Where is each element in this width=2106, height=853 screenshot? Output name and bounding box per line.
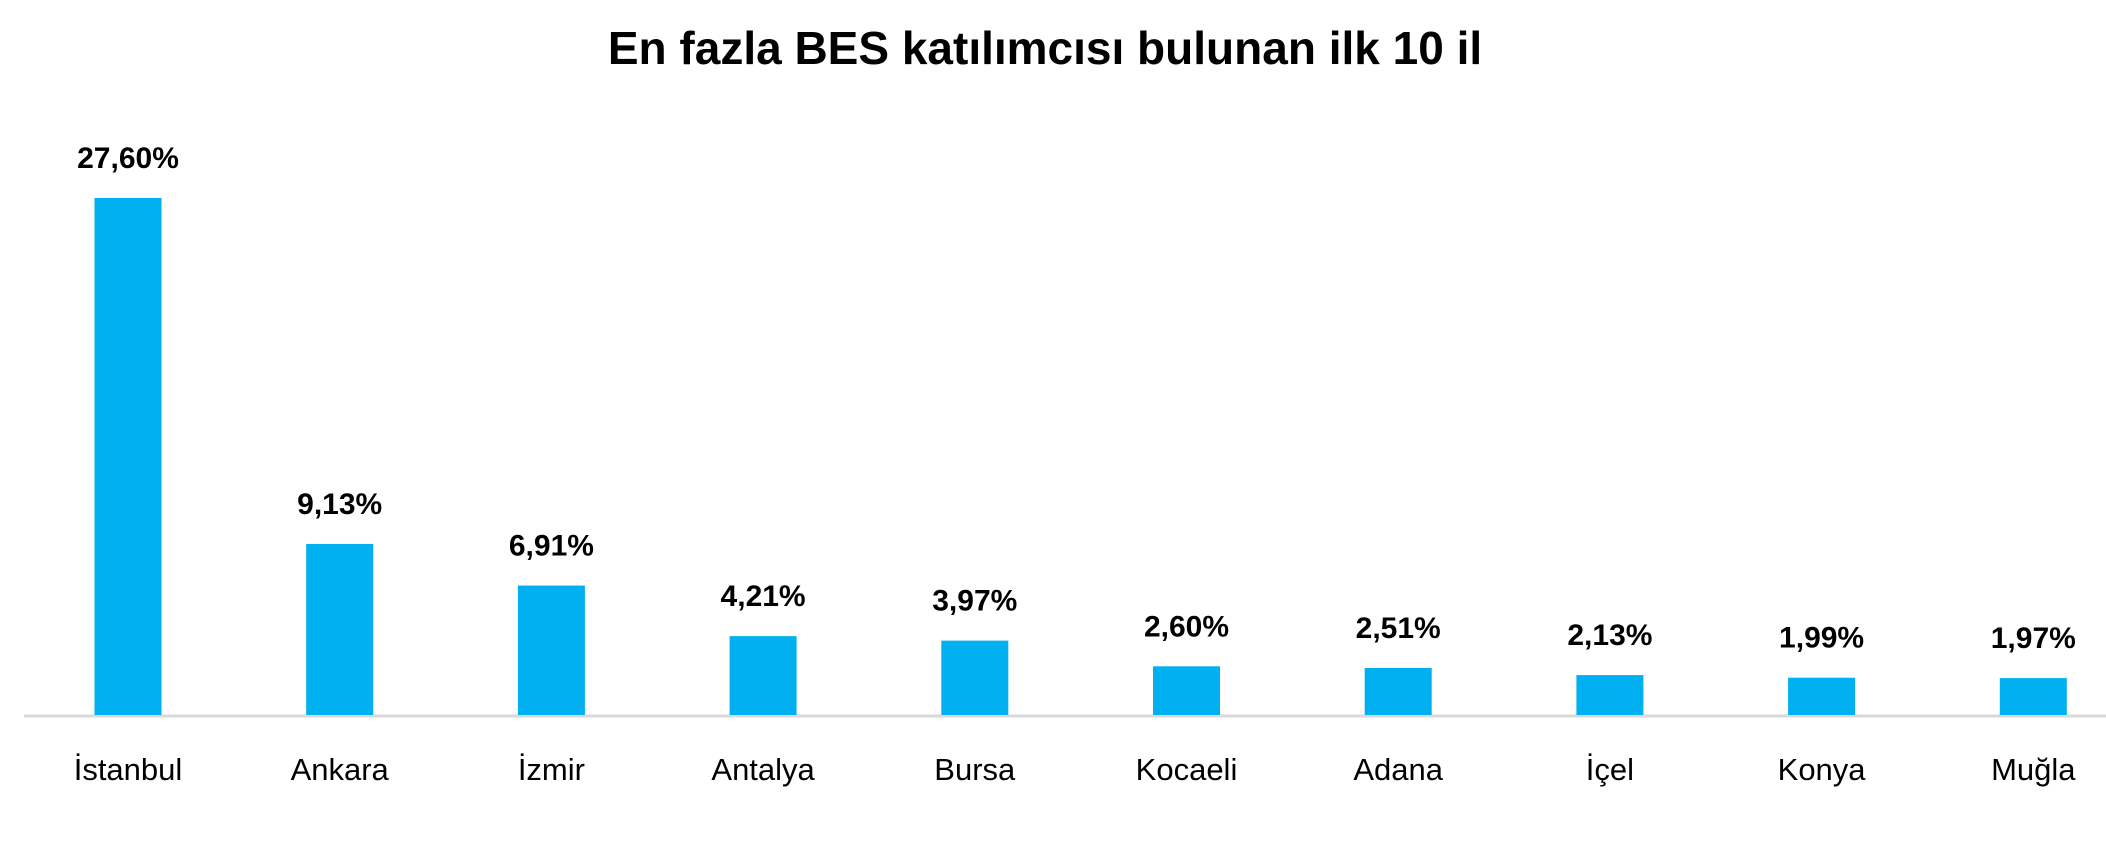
bar	[941, 640, 1009, 715]
x-tick-label: İzmir	[518, 752, 585, 787]
value-label: 3,97%	[932, 585, 1017, 618]
bar	[1576, 675, 1644, 715]
x-tick-label: Muğla	[1991, 752, 2076, 787]
value-label: 2,51%	[1356, 612, 1441, 645]
bar	[517, 585, 585, 715]
value-label: 2,60%	[1144, 610, 1229, 643]
bar	[729, 636, 797, 715]
x-tick-label: Antalya	[711, 752, 815, 787]
bar	[1153, 666, 1220, 715]
x-tick-label: Konya	[1778, 752, 1867, 787]
x-tick-label: İstanbul	[74, 752, 183, 787]
x-tick-label: Ankara	[291, 752, 390, 787]
value-label: 1,99%	[1779, 622, 1864, 655]
x-tick-label: İçel	[1586, 752, 1634, 787]
bar	[1788, 677, 1856, 715]
value-label: 2,13%	[1567, 619, 1652, 652]
value-label: 6,91%	[509, 530, 594, 563]
value-label: 4,21%	[721, 580, 806, 613]
value-label: 27,60%	[77, 142, 179, 175]
bar	[94, 198, 162, 715]
bar	[306, 543, 374, 715]
chart-title: En fazla BES katılımcısı bulunan ilk 10 …	[608, 22, 1482, 74]
value-label: 1,97%	[1991, 622, 2076, 655]
x-tick-label: Adana	[1353, 752, 1443, 787]
x-tick-label: Bursa	[934, 752, 1016, 787]
value-label: 9,13%	[297, 488, 382, 521]
x-tick-label: Kocaeli	[1136, 752, 1238, 787]
bar	[1999, 678, 2067, 715]
bar	[1364, 667, 1432, 715]
